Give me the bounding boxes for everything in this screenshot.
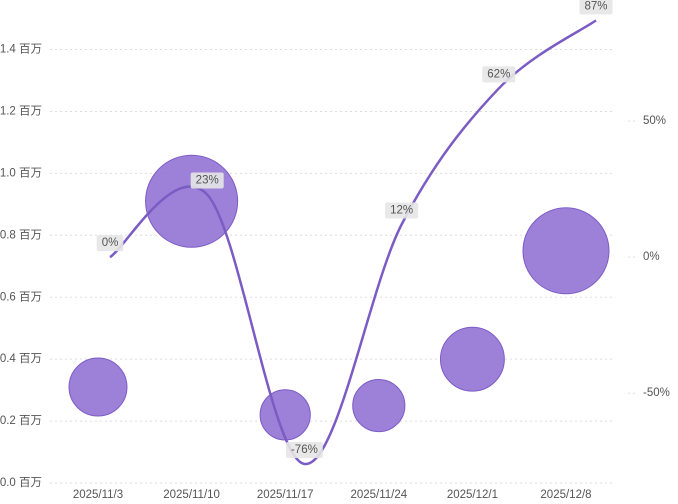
y2-tick-label: 0% bbox=[643, 251, 660, 263]
y2-tick-label: -50% bbox=[643, 387, 670, 399]
data-label-bg bbox=[579, 0, 613, 15]
y-tick-label: 0.4 百万 bbox=[0, 353, 42, 365]
data-label: 23% bbox=[196, 175, 219, 187]
y-tick-label: 1.4 百万 bbox=[0, 44, 42, 56]
data-label: 87% bbox=[584, 0, 607, 12]
x-tick-label: 2025/11/17 bbox=[257, 489, 314, 501]
data-label: 0% bbox=[102, 237, 119, 249]
y-tick-label: 1.2 百万 bbox=[0, 105, 42, 117]
bubble bbox=[259, 389, 311, 441]
data-label-bg bbox=[285, 441, 323, 458]
bubble bbox=[522, 207, 610, 295]
bubble bbox=[68, 357, 128, 417]
bubble bbox=[439, 326, 505, 392]
data-label-bg bbox=[482, 66, 516, 83]
x-tick-label: 2025/12/8 bbox=[540, 489, 591, 501]
x-tick-label: 2025/11/3 bbox=[73, 489, 123, 501]
y-tick-label: 0.6 百万 bbox=[0, 291, 42, 303]
y-tick-label: 0.2 百万 bbox=[0, 415, 42, 427]
data-label: 62% bbox=[487, 68, 510, 80]
data-label-bg bbox=[385, 202, 419, 219]
x-tick-label: 2025/12/1 bbox=[447, 489, 498, 501]
y2-tick-label: 50% bbox=[643, 115, 666, 127]
data-label-bg bbox=[96, 235, 124, 252]
y-tick-label: 1.0 百万 bbox=[0, 167, 42, 179]
data-label: 12% bbox=[390, 205, 413, 217]
data-label-bg bbox=[190, 172, 224, 189]
y-tick-label: 0.8 百万 bbox=[0, 229, 42, 241]
y-tick-label: 0.0 百万 bbox=[0, 477, 42, 489]
line bbox=[109, 19, 597, 466]
bubble bbox=[352, 379, 406, 433]
x-tick-label: 2025/11/10 bbox=[163, 489, 220, 501]
x-tick-label: 2025/11/24 bbox=[350, 489, 407, 501]
data-label: -76% bbox=[291, 444, 318, 456]
